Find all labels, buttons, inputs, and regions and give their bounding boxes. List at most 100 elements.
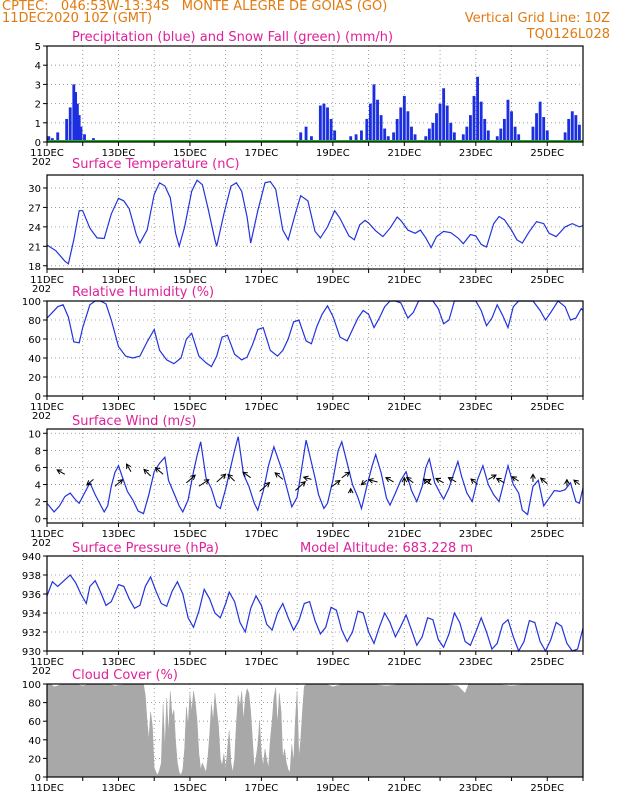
precip-bar bbox=[483, 118, 487, 142]
wind-arrow-head bbox=[190, 474, 196, 481]
wind-arrow-head bbox=[264, 481, 271, 488]
precip-bar bbox=[502, 118, 506, 142]
x-tick-label: 15DEC bbox=[173, 402, 207, 413]
x-tick-label: 23DEC bbox=[459, 402, 493, 413]
wind-arrow-head bbox=[447, 477, 454, 483]
precip-bar bbox=[349, 136, 353, 142]
precip-bar bbox=[538, 101, 542, 142]
precip-bar bbox=[465, 126, 469, 142]
x-tick-label: 21DEC bbox=[387, 148, 421, 159]
x-tick-label: 11DEC bbox=[30, 657, 64, 668]
panel-title: Surface Wind (m/s) bbox=[72, 414, 196, 429]
wind-arrow bbox=[330, 480, 341, 488]
wind-arrow bbox=[227, 474, 235, 482]
x-tick-label: 19DEC bbox=[316, 657, 350, 668]
x-tick-label: 23DEC bbox=[459, 529, 493, 540]
precip-bar bbox=[304, 126, 308, 142]
y-tick-label: 27 bbox=[28, 203, 41, 214]
model-code: TQ0126L028 bbox=[526, 27, 610, 42]
y-tick-label: 0 bbox=[35, 515, 41, 526]
x-tick-label: 21DEC bbox=[387, 529, 421, 540]
wind-arrow-head bbox=[117, 478, 124, 485]
x-tick-label: 13DEC bbox=[102, 275, 136, 286]
y-tick-label: 4 bbox=[35, 481, 41, 492]
wind-arrow-head bbox=[470, 478, 476, 484]
y-tick-label: 20 bbox=[28, 754, 41, 765]
precip-bar bbox=[542, 117, 546, 142]
y-tick-label: 5 bbox=[35, 42, 41, 53]
wind-arrow-head bbox=[495, 477, 502, 483]
x-tick-label: 19DEC bbox=[316, 402, 350, 413]
x-tick-label: 19DEC bbox=[316, 783, 350, 794]
y-tick-label: 932 bbox=[22, 628, 41, 639]
x-tick-label: 17DEC bbox=[245, 148, 279, 159]
wind-arrow-head bbox=[300, 481, 307, 487]
wind-arrow bbox=[368, 479, 378, 483]
y-tick-label: 0 bbox=[35, 392, 41, 403]
precip-bar bbox=[449, 122, 453, 142]
precip-bar bbox=[431, 122, 435, 142]
x-tick-label: 11DEC bbox=[30, 402, 64, 413]
y-tick-label: 100 bbox=[22, 680, 41, 691]
x-tick-label: 15DEC bbox=[173, 148, 207, 159]
series-line bbox=[46, 179, 584, 265]
series-line bbox=[46, 574, 584, 653]
y-tick-label: 8 bbox=[35, 446, 41, 457]
wind-arrow-head bbox=[367, 478, 374, 484]
panel-title: Precipitation (blue) and Snow Fall (gree… bbox=[72, 30, 393, 45]
precip-bar bbox=[413, 134, 417, 142]
precip-bar bbox=[517, 134, 521, 142]
wind-arrow-head bbox=[334, 479, 341, 486]
y-tick-label: 10 bbox=[28, 429, 41, 440]
precip-bar bbox=[435, 113, 438, 142]
panel-title: Relative Humidity (%) bbox=[72, 285, 214, 300]
precip-bar bbox=[329, 118, 333, 142]
x-tick-year-stub: 202 bbox=[32, 284, 51, 295]
precip-bar bbox=[427, 128, 431, 142]
x-tick-label: 17DEC bbox=[245, 275, 279, 286]
precip-bar bbox=[506, 99, 510, 142]
precip-bar bbox=[77, 115, 81, 142]
wind-arrow bbox=[242, 471, 251, 479]
panel-frame bbox=[46, 45, 584, 143]
wind-arrow bbox=[573, 479, 580, 485]
precip-bar bbox=[360, 130, 363, 142]
panel-title: Cloud Cover (%) bbox=[72, 668, 178, 683]
x-tick-year-stub: 202 bbox=[32, 538, 51, 549]
precip-bar bbox=[535, 113, 538, 142]
y-tick-label: 6 bbox=[35, 463, 41, 474]
wind-arrow-head bbox=[302, 475, 309, 482]
x-tick-label: 13DEC bbox=[102, 657, 136, 668]
panel-frame bbox=[46, 174, 584, 270]
precip-bar bbox=[386, 136, 390, 142]
grid-note: Vertical Grid Line: 10Z bbox=[464, 11, 610, 26]
x-tick-label: 25DEC bbox=[530, 148, 564, 159]
precip-bar bbox=[56, 132, 60, 142]
precip-bar bbox=[574, 115, 578, 142]
wind-arrow bbox=[435, 478, 444, 484]
wind-arrow-head bbox=[242, 471, 249, 477]
precip-bar bbox=[495, 136, 499, 142]
y-tick-label: 934 bbox=[22, 609, 41, 620]
wind-arrow bbox=[114, 479, 123, 487]
precip-bar bbox=[372, 84, 376, 142]
x-tick-label: 25DEC bbox=[530, 275, 564, 286]
precip-bar bbox=[479, 101, 483, 142]
wind-arrow bbox=[186, 474, 196, 484]
x-tick-label: 21DEC bbox=[387, 402, 421, 413]
wind-arrow-head bbox=[490, 474, 497, 480]
y-tick-label: 100 bbox=[22, 297, 41, 308]
panel-frame bbox=[46, 300, 584, 397]
y-tick-label: 80 bbox=[28, 699, 41, 710]
precip-bar bbox=[486, 130, 490, 142]
wind-arrow-head bbox=[422, 478, 429, 484]
x-tick-label: 17DEC bbox=[245, 657, 279, 668]
precip-bar bbox=[472, 95, 476, 142]
panel-frame bbox=[46, 683, 584, 778]
x-tick-label: 11DEC bbox=[30, 529, 64, 540]
precip-bar bbox=[545, 130, 549, 142]
x-tick-label: 15DEC bbox=[173, 657, 207, 668]
precip-bar bbox=[577, 124, 581, 142]
precip-bar bbox=[379, 115, 383, 142]
wind-arrow-head bbox=[344, 471, 351, 477]
